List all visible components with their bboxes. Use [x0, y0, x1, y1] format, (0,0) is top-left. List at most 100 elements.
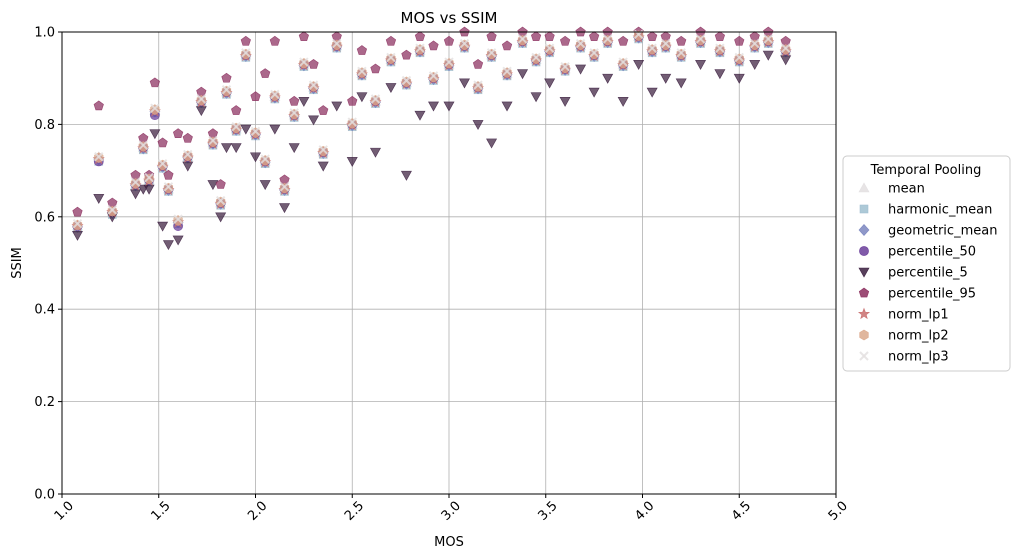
data-point	[370, 63, 381, 74]
data-point	[676, 48, 686, 58]
data-point	[400, 170, 412, 181]
data-point	[260, 154, 270, 164]
data-point	[93, 194, 105, 204]
x-tick-label: 2.5	[342, 499, 367, 524]
data-point	[221, 72, 232, 83]
data-point	[617, 97, 629, 107]
data-point	[763, 34, 773, 44]
data-point	[208, 135, 218, 146]
data-point	[173, 214, 183, 224]
data-point	[443, 35, 455, 46]
data-point	[207, 180, 219, 191]
data-point	[308, 58, 319, 69]
data-point	[230, 143, 242, 154]
x-tick-label: 3.5	[535, 499, 560, 524]
data-point	[346, 157, 358, 167]
x-tick-label: 1.0	[52, 499, 77, 524]
data-point	[675, 78, 687, 89]
data-point	[502, 66, 512, 76]
data-point	[149, 77, 160, 88]
y-axis-ticks: 0.0 0.2 0.4 0.6 0.8 1.0	[34, 26, 62, 503]
data-point	[369, 147, 381, 158]
data-point	[196, 94, 207, 104]
data-point	[618, 57, 628, 67]
data-point	[347, 117, 357, 127]
data-point	[602, 73, 614, 84]
data-point	[163, 169, 174, 180]
data-point	[72, 206, 83, 217]
legend-item-label: percentile_50	[888, 245, 976, 260]
data-point	[182, 132, 193, 143]
chart-title: MOS vs SSIM	[401, 9, 498, 27]
data-point	[443, 101, 455, 112]
legend-title: Temporal Pooling	[870, 163, 982, 178]
legend-item-label: percentile_5	[888, 266, 968, 281]
series-norm-lp3	[72, 29, 791, 229]
data-point	[472, 120, 484, 131]
x-tick-label: 5.0	[826, 499, 851, 524]
data-point	[240, 35, 251, 46]
data-point	[332, 38, 342, 49]
data-point	[249, 152, 262, 163]
x-tick-label: 3.0	[439, 499, 464, 524]
data-point	[695, 34, 706, 44]
y-tick-label: 0.0	[34, 488, 55, 503]
data-point	[107, 205, 118, 215]
x-tick-label: 2.0	[245, 499, 270, 524]
y-tick-label: 1.0	[34, 26, 55, 41]
data-point	[428, 40, 439, 51]
data-point	[560, 61, 570, 72]
data-point	[733, 73, 745, 84]
legend-marker	[858, 287, 870, 298]
data-point	[618, 35, 629, 46]
legend-item-label: harmonic_mean	[888, 203, 992, 218]
y-axis-label: SSIM	[10, 247, 25, 279]
data-point	[270, 89, 280, 100]
x-tick-label: 4.0	[632, 499, 657, 524]
data-point	[575, 64, 587, 75]
data-point	[544, 31, 555, 41]
legend-box	[842, 155, 1011, 372]
data-point	[780, 55, 792, 66]
data-point	[415, 43, 425, 53]
data-point	[130, 177, 141, 187]
data-point	[517, 34, 528, 44]
data-point	[544, 43, 555, 53]
data-point	[458, 78, 470, 89]
data-point	[157, 137, 168, 148]
data-point	[715, 43, 725, 53]
data-point	[559, 35, 571, 46]
data-point	[714, 31, 726, 41]
y-tick-label: 0.4	[34, 303, 55, 318]
data-point	[444, 57, 454, 67]
data-point	[750, 38, 760, 49]
data-point	[220, 143, 232, 154]
data-point	[486, 48, 497, 58]
legend-item-label: norm_lp1	[888, 308, 949, 323]
data-point	[347, 95, 358, 106]
data-point	[215, 195, 226, 206]
data-point	[559, 97, 571, 107]
data-point	[72, 219, 83, 229]
data-point	[93, 100, 104, 111]
data-point	[288, 143, 300, 154]
data-point	[231, 122, 241, 132]
data-point	[714, 69, 726, 80]
legend-marker	[859, 329, 869, 341]
data-point	[602, 34, 613, 44]
legend: Temporal Pooling mean harmonic_meangeomet…	[842, 155, 1011, 372]
data-point	[734, 35, 745, 46]
y-tick-label: 0.2	[34, 395, 55, 410]
data-point	[356, 92, 368, 103]
data-point	[279, 182, 290, 192]
data-point	[473, 80, 483, 90]
grid-lines	[61, 31, 837, 495]
legend-marker	[859, 246, 869, 256]
data-point	[589, 48, 599, 58]
data-point	[149, 129, 161, 140]
data-point	[501, 101, 513, 112]
data-points	[71, 26, 792, 251]
data-point	[588, 87, 600, 98]
x-axis-label: MOS	[434, 535, 464, 550]
data-point	[269, 124, 281, 135]
